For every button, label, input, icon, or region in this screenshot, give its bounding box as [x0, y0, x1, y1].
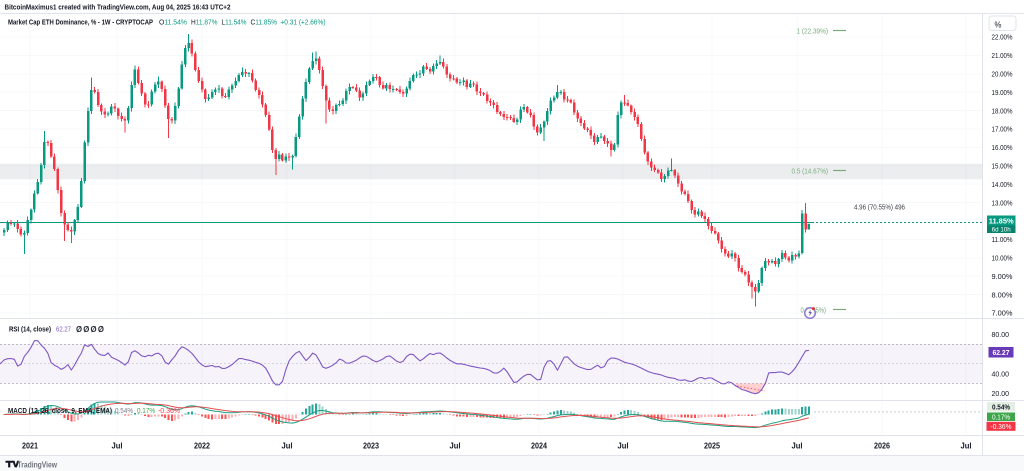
- svg-text:19.00%: 19.00%: [992, 88, 1013, 97]
- svg-text:2021: 2021: [22, 442, 39, 451]
- svg-text:7.00%: 7.00%: [992, 309, 1013, 318]
- svg-text:0.17%: 0.17%: [992, 412, 1010, 421]
- svg-text:6d 10h: 6d 10h: [992, 226, 1011, 233]
- svg-text:2026: 2026: [874, 442, 891, 451]
- svg-text:8.00%: 8.00%: [992, 290, 1013, 299]
- svg-text:L11.54%: L11.54%: [222, 18, 247, 27]
- svg-text:Jul: Jul: [618, 442, 629, 451]
- svg-text:13.00%: 13.00%: [992, 198, 1013, 207]
- svg-text:18.00%: 18.00%: [992, 106, 1013, 115]
- svg-text:Ø: Ø: [98, 325, 104, 334]
- svg-text:0.54%: 0.54%: [992, 402, 1010, 411]
- svg-text:TradingView: TradingView: [18, 460, 58, 469]
- svg-text:Jul: Jul: [282, 442, 293, 451]
- svg-text:Ø: Ø: [91, 325, 97, 334]
- svg-text:2024: 2024: [531, 442, 548, 451]
- svg-text:10.00%: 10.00%: [992, 254, 1013, 263]
- svg-text:62.27: 62.27: [993, 348, 1010, 357]
- svg-text:20.00%: 20.00%: [992, 70, 1013, 79]
- svg-text:15.00%: 15.00%: [992, 162, 1013, 171]
- svg-text:11.00%: 11.00%: [992, 235, 1013, 244]
- svg-text:40.00: 40.00: [992, 369, 1010, 378]
- svg-text:BitcoinMaximus1 created with T: BitcoinMaximus1 created with TradingView…: [5, 3, 231, 12]
- svg-text:2022: 2022: [194, 442, 211, 451]
- svg-text:20.00: 20.00: [992, 389, 1010, 398]
- svg-text:+0.31 (+2.66%): +0.31 (+2.66%): [281, 18, 326, 27]
- svg-text:0.17%: 0.17%: [137, 406, 155, 415]
- svg-text:Ø: Ø: [83, 325, 89, 334]
- svg-text:2025: 2025: [704, 442, 721, 451]
- svg-text:H11.87%: H11.87%: [191, 18, 218, 27]
- svg-text:11.85%: 11.85%: [989, 216, 1014, 225]
- svg-text:0.5 (14.67%): 0.5 (14.67%): [792, 167, 829, 176]
- svg-text:1 (22.39%): 1 (22.39%): [797, 27, 829, 36]
- svg-text:9.00%: 9.00%: [992, 272, 1013, 281]
- svg-text:RSI (14, close): RSI (14, close): [9, 325, 51, 334]
- svg-text:Jul: Jul: [792, 442, 803, 451]
- svg-text:%: %: [995, 21, 1002, 30]
- svg-text:O11.54%: O11.54%: [159, 18, 187, 27]
- svg-text:Jul: Jul: [112, 442, 123, 451]
- svg-text:0.54%: 0.54%: [115, 406, 133, 415]
- svg-text:MACD (12, 26, close, 9, EMA, E: MACD (12, 26, close, 9, EMA, EMA): [8, 406, 112, 415]
- svg-text:22.00%: 22.00%: [992, 33, 1013, 42]
- svg-text:Ø: Ø: [76, 325, 82, 334]
- svg-text:-0.36%: -0.36%: [991, 422, 1012, 431]
- svg-text:80.00: 80.00: [992, 330, 1010, 339]
- svg-text:21.00%: 21.00%: [992, 51, 1013, 60]
- svg-text:14.00%: 14.00%: [992, 180, 1013, 189]
- svg-text:Jul: Jul: [450, 442, 461, 451]
- svg-text:-0.36%: -0.36%: [158, 406, 180, 415]
- svg-text:C11.85%: C11.85%: [251, 18, 278, 27]
- svg-text:2023: 2023: [363, 442, 380, 451]
- svg-text:62.27: 62.27: [56, 325, 71, 334]
- svg-text:4.96 (70.55%) 496: 4.96 (70.55%) 496: [854, 203, 905, 212]
- svg-text:Jul: Jul: [961, 442, 972, 451]
- svg-text:17.00%: 17.00%: [992, 125, 1013, 134]
- svg-text:16.00%: 16.00%: [992, 143, 1013, 152]
- svg-text:Market Cap ETH Dominance, % -: Market Cap ETH Dominance, % - 1W - CRYPT…: [8, 18, 153, 27]
